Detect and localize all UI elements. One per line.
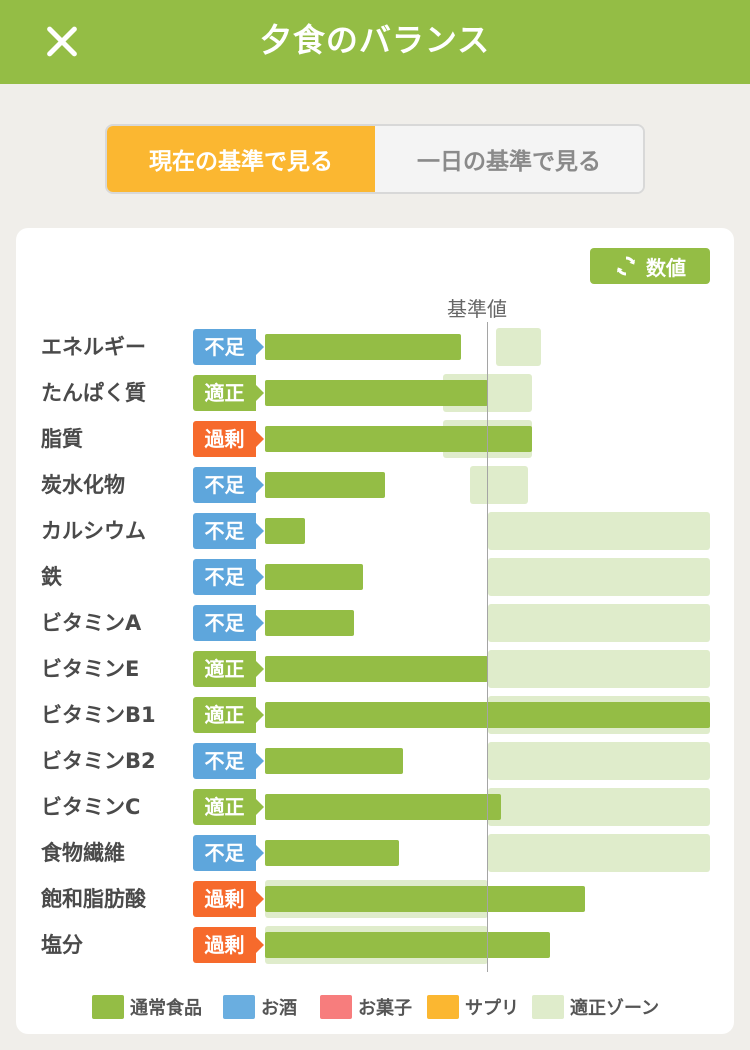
legend-label: サプリ — [465, 998, 519, 1019]
status-badge: 不足 — [193, 605, 264, 641]
status-badge: 不足 — [193, 329, 264, 365]
refresh-icon — [617, 256, 635, 276]
view-toggle: 現在の基準で見る 一日の基準で見る — [105, 124, 645, 194]
status-badge: 不足 — [193, 513, 264, 549]
intake-bar — [265, 748, 403, 774]
status-badge: 適正 — [193, 375, 264, 411]
tab-daily-standard[interactable]: 一日の基準で見る — [375, 126, 643, 192]
reference-line — [487, 322, 488, 972]
nutrient-name: 鉄 — [41, 565, 62, 589]
legend-label: お酒 — [261, 998, 297, 1019]
nutrient-name: ビタミンA — [41, 611, 142, 635]
nutrient-name: ビタミンE — [41, 657, 140, 681]
nutrient-name: たんぱく質 — [41, 381, 146, 405]
optimal-zone — [487, 558, 710, 596]
legend-label: 通常食品 — [130, 998, 202, 1019]
status-badge: 適正 — [193, 651, 264, 687]
legend-swatch — [92, 995, 124, 1019]
legend-label: お菓子 — [358, 998, 412, 1019]
intake-bar — [265, 656, 488, 682]
status-badge: 過剰 — [193, 927, 264, 963]
legend-swatch — [532, 995, 564, 1019]
legend-item: お酒 — [223, 994, 297, 1020]
nutrient-name: 塩分 — [41, 933, 83, 957]
nutrient-name: 食物繊維 — [41, 841, 125, 865]
nutrient-name: ビタミンB2 — [41, 749, 156, 773]
header-bar: 夕食のバランス — [0, 0, 750, 84]
nutrient-name: 脂質 — [41, 427, 83, 451]
status-badge: 不足 — [193, 467, 264, 503]
intake-bar — [265, 886, 586, 912]
intake-bar — [265, 610, 354, 636]
reference-label: 基準値 — [447, 297, 507, 321]
intake-bar — [265, 794, 501, 820]
status-badge: 過剰 — [193, 881, 264, 917]
optimal-zone — [496, 328, 541, 366]
optimal-zone — [487, 742, 710, 780]
status-badge: 不足 — [193, 835, 264, 871]
legend: 通常食品 お酒 お菓子 サプリ 適正ゾーン — [0, 994, 750, 1022]
intake-bar — [265, 334, 461, 360]
nutrient-name: ビタミンC — [41, 795, 141, 819]
nutrient-name: 炭水化物 — [41, 473, 125, 497]
optimal-zone — [487, 788, 710, 826]
optimal-zone — [487, 650, 710, 688]
status-badge: 不足 — [193, 743, 264, 779]
nutrient-name: ビタミンB1 — [41, 703, 156, 727]
page-title: 夕食のバランス — [259, 21, 491, 59]
optimal-zone — [487, 604, 710, 642]
optimal-zone — [487, 512, 710, 550]
legend-item: お菓子 — [320, 994, 412, 1020]
intake-bar — [265, 932, 550, 958]
optimal-zone — [487, 834, 710, 872]
show-values-button[interactable]: 数値 — [590, 248, 710, 284]
nutrient-name: 飽和脂肪酸 — [41, 887, 146, 911]
legend-label: 適正ゾーン — [570, 998, 660, 1019]
show-values-label: 数値 — [646, 255, 686, 280]
tab-current-standard[interactable]: 現在の基準で見る — [107, 126, 375, 192]
status-badge: 過剰 — [193, 421, 264, 457]
status-badge: 不足 — [193, 559, 264, 595]
status-badge: 適正 — [193, 789, 264, 825]
intake-bar — [265, 518, 306, 544]
nutrient-name: エネルギー — [41, 335, 146, 359]
legend-swatch — [223, 995, 255, 1019]
status-badge: 適正 — [193, 697, 264, 733]
legend-swatch — [320, 995, 352, 1019]
intake-bar — [265, 380, 488, 406]
legend-item: 適正ゾーン — [532, 994, 659, 1020]
nutrient-name: カルシウム — [41, 519, 146, 543]
intake-bar — [265, 840, 399, 866]
intake-bar — [265, 472, 386, 498]
intake-bar — [265, 564, 363, 590]
optimal-zone — [469, 466, 528, 504]
legend-swatch — [427, 995, 459, 1019]
intake-bar — [265, 426, 532, 452]
legend-item: サプリ — [427, 994, 519, 1020]
legend-item: 通常食品 — [92, 994, 202, 1020]
